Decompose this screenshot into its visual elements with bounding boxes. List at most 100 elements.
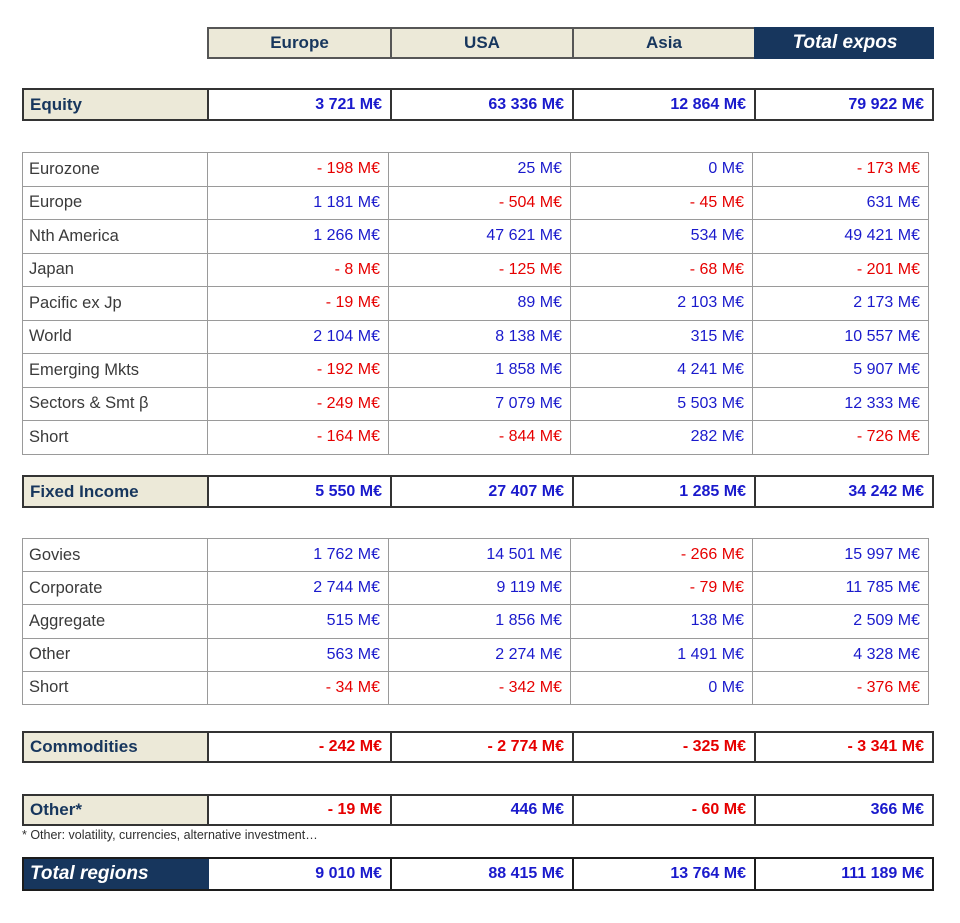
row-eurozone: Eurozone - 198 M€ 25 M€ 0 M€ - 173 M€ xyxy=(23,153,928,186)
value-cell: 1 266 M€ xyxy=(207,220,388,253)
row-world: World 2 104 M€ 8 138 M€ 315 M€ 10 557 M€ xyxy=(23,319,928,353)
row-label: Emerging Mkts xyxy=(23,354,207,387)
value-cell: - 164 M€ xyxy=(207,421,388,454)
fixed-income-breakdown-table: Govies 1 762 M€ 14 501 M€ - 266 M€ 15 99… xyxy=(22,538,929,705)
fixed-income-usa-value: 27 407 M€ xyxy=(390,477,572,506)
column-header-total-expos: Total expos xyxy=(754,27,934,59)
value-cell: 2 274 M€ xyxy=(388,638,570,671)
total-total-value: 111 189 M€ xyxy=(754,859,932,889)
value-cell: 1 491 M€ xyxy=(570,638,752,671)
value-cell: 1 856 M€ xyxy=(388,605,570,638)
commodities-usa-value: - 2 774 M€ xyxy=(390,733,572,761)
commodities-total-value: - 3 341 M€ xyxy=(754,733,932,761)
total-regions-label: Total regions xyxy=(24,859,209,889)
value-cell: - 192 M€ xyxy=(207,354,388,387)
column-header-europe: Europe xyxy=(209,29,390,57)
other-label: Other* xyxy=(24,796,209,824)
equity-asia-value: 12 864 M€ xyxy=(572,90,754,119)
value-cell: 5 907 M€ xyxy=(752,354,928,387)
row-label: Corporate xyxy=(23,572,207,605)
row-govies: Govies 1 762 M€ 14 501 M€ - 266 M€ 15 99… xyxy=(23,539,928,572)
value-cell: 25 M€ xyxy=(388,153,570,186)
equity-usa-value: 63 336 M€ xyxy=(390,90,572,119)
value-cell: 282 M€ xyxy=(570,421,752,454)
value-cell: - 79 M€ xyxy=(570,572,752,605)
other-section-row: Other* - 19 M€ 446 M€ - 60 M€ 366 M€ xyxy=(22,794,934,826)
value-cell: - 173 M€ xyxy=(752,153,928,186)
value-cell: 4 241 M€ xyxy=(570,354,752,387)
value-cell: 1 762 M€ xyxy=(207,539,388,572)
value-cell: - 844 M€ xyxy=(388,421,570,454)
commodities-label: Commodities xyxy=(24,733,209,761)
column-header-asia: Asia xyxy=(572,29,754,57)
value-cell: 49 421 M€ xyxy=(752,220,928,253)
value-cell: 2 744 M€ xyxy=(207,572,388,605)
value-cell: - 376 M€ xyxy=(752,671,928,704)
column-header-usa: USA xyxy=(390,29,572,57)
row-label: Other xyxy=(23,638,207,671)
total-regions-row: Total regions 9 010 M€ 88 415 M€ 13 764 … xyxy=(22,857,934,891)
row-label: Sectors & Smt β xyxy=(23,387,207,420)
commodities-asia-value: - 325 M€ xyxy=(572,733,754,761)
commodities-europe-value: - 242 M€ xyxy=(209,733,390,761)
value-cell: - 504 M€ xyxy=(388,186,570,219)
row-label: World xyxy=(23,320,207,353)
row-label: Short xyxy=(23,421,207,454)
row-pacific-ex-jp: Pacific ex Jp - 19 M€ 89 M€ 2 103 M€ 2 1… xyxy=(23,286,928,320)
total-asia-value: 13 764 M€ xyxy=(572,859,754,889)
row-label: Nth America xyxy=(23,220,207,253)
value-cell: 515 M€ xyxy=(207,605,388,638)
row-fi-other: Other 563 M€ 2 274 M€ 1 491 M€ 4 328 M€ xyxy=(23,637,928,671)
total-europe-value: 9 010 M€ xyxy=(209,859,390,889)
value-cell: 10 557 M€ xyxy=(752,320,928,353)
value-cell: 534 M€ xyxy=(570,220,752,253)
value-cell: 315 M€ xyxy=(570,320,752,353)
other-europe-value: - 19 M€ xyxy=(209,796,390,824)
column-header-row: Europe USA Asia Total expos xyxy=(207,27,934,59)
value-cell: 1 181 M€ xyxy=(207,186,388,219)
row-japan: Japan - 8 M€ - 125 M€ - 68 M€ - 201 M€ xyxy=(23,252,928,286)
row-emerging-mkts: Emerging Mkts - 192 M€ 1 858 M€ 4 241 M€… xyxy=(23,353,928,387)
value-cell: 5 503 M€ xyxy=(570,387,752,420)
row-label: Aggregate xyxy=(23,605,207,638)
equity-label: Equity xyxy=(24,90,209,119)
value-cell: 0 M€ xyxy=(570,671,752,704)
value-cell: 138 M€ xyxy=(570,605,752,638)
fixed-income-section-row: Fixed Income 5 550 M€ 27 407 M€ 1 285 M€… xyxy=(22,475,934,508)
fixed-income-asia-value: 1 285 M€ xyxy=(572,477,754,506)
value-cell: 1 858 M€ xyxy=(388,354,570,387)
value-cell: 2 103 M€ xyxy=(570,287,752,320)
row-corporate: Corporate 2 744 M€ 9 119 M€ - 79 M€ 11 7… xyxy=(23,571,928,605)
row-label: Eurozone xyxy=(23,153,207,186)
row-label: Europe xyxy=(23,186,207,219)
row-label: Short xyxy=(23,671,207,704)
row-label: Japan xyxy=(23,253,207,286)
value-cell: - 8 M€ xyxy=(207,253,388,286)
value-cell: 7 079 M€ xyxy=(388,387,570,420)
value-cell: - 19 M€ xyxy=(207,287,388,320)
value-cell: 47 621 M€ xyxy=(388,220,570,253)
row-sectors-smart-beta: Sectors & Smt β - 249 M€ 7 079 M€ 5 503 … xyxy=(23,386,928,420)
value-cell: - 201 M€ xyxy=(752,253,928,286)
value-cell: 2 104 M€ xyxy=(207,320,388,353)
equity-breakdown-table: Eurozone - 198 M€ 25 M€ 0 M€ - 173 M€ Eu… xyxy=(22,152,929,455)
equity-europe-value: 3 721 M€ xyxy=(209,90,390,119)
row-label: Govies xyxy=(23,539,207,572)
value-cell: 0 M€ xyxy=(570,153,752,186)
value-cell: - 45 M€ xyxy=(570,186,752,219)
total-usa-value: 88 415 M€ xyxy=(390,859,572,889)
equity-section-row: Equity 3 721 M€ 63 336 M€ 12 864 M€ 79 9… xyxy=(22,88,934,121)
value-cell: 15 997 M€ xyxy=(752,539,928,572)
value-cell: 14 501 M€ xyxy=(388,539,570,572)
equity-total-value: 79 922 M€ xyxy=(754,90,932,119)
value-cell: - 198 M€ xyxy=(207,153,388,186)
value-cell: - 68 M€ xyxy=(570,253,752,286)
other-usa-value: 446 M€ xyxy=(390,796,572,824)
value-cell: 89 M€ xyxy=(388,287,570,320)
commodities-section-row: Commodities - 242 M€ - 2 774 M€ - 325 M€… xyxy=(22,731,934,763)
value-cell: 12 333 M€ xyxy=(752,387,928,420)
value-cell: - 125 M€ xyxy=(388,253,570,286)
other-footnote: * Other: volatility, currencies, alterna… xyxy=(22,828,318,842)
value-cell: - 726 M€ xyxy=(752,421,928,454)
value-cell: 4 328 M€ xyxy=(752,638,928,671)
